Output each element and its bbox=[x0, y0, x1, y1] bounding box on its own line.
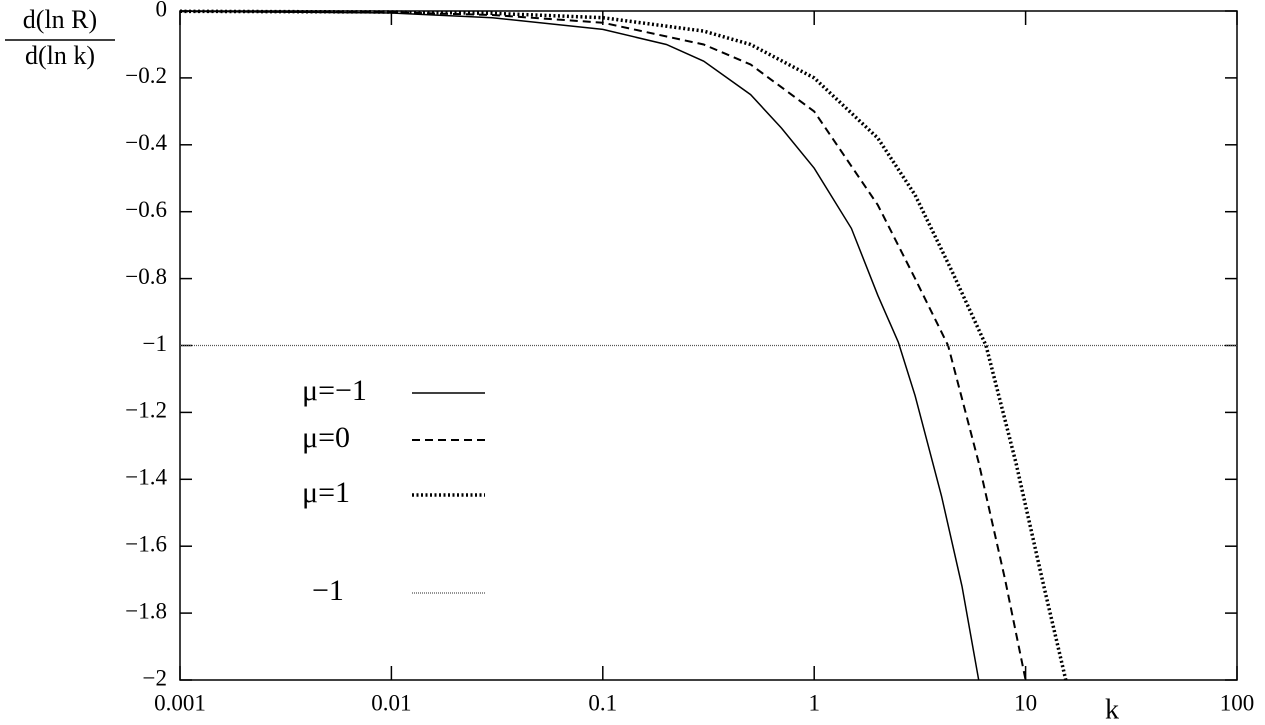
legend-label: μ=1 bbox=[302, 476, 350, 509]
y-tick-label: −1.6 bbox=[125, 531, 167, 556]
x-tick-label: 0.1 bbox=[588, 690, 617, 715]
legend-label: −1 bbox=[312, 574, 344, 607]
x-tick-label: 0.01 bbox=[371, 690, 411, 715]
y-tick-label: 0 bbox=[156, 0, 168, 21]
y-tick-label: −1 bbox=[143, 331, 167, 356]
x-tick-label: 100 bbox=[1220, 690, 1255, 715]
series-line bbox=[179, 9, 1068, 681]
y-tick-label: −1.8 bbox=[125, 598, 167, 623]
legend-label: μ=−1 bbox=[302, 374, 367, 407]
y-tick-label: −2 bbox=[143, 665, 167, 690]
x-label: k bbox=[1105, 694, 1119, 725]
y-tick-label: −1.2 bbox=[125, 398, 167, 423]
y-label-denominator: d(ln k) bbox=[25, 41, 95, 70]
y-tick-label: −0.8 bbox=[125, 264, 167, 289]
x-tick-label: 0.001 bbox=[154, 690, 206, 715]
series-line bbox=[179, 10, 980, 681]
legend-label: μ=0 bbox=[302, 421, 350, 454]
y-tick-label: −1.4 bbox=[125, 465, 167, 490]
x-tick-label: 1 bbox=[808, 690, 820, 715]
y-tick-label: −0.4 bbox=[125, 130, 167, 155]
y-tick-label: −0.6 bbox=[125, 197, 167, 222]
y-tick-label: −0.2 bbox=[125, 63, 167, 88]
y-label-numerator: d(ln R) bbox=[23, 5, 97, 34]
x-tick-label: 10 bbox=[1014, 690, 1037, 715]
